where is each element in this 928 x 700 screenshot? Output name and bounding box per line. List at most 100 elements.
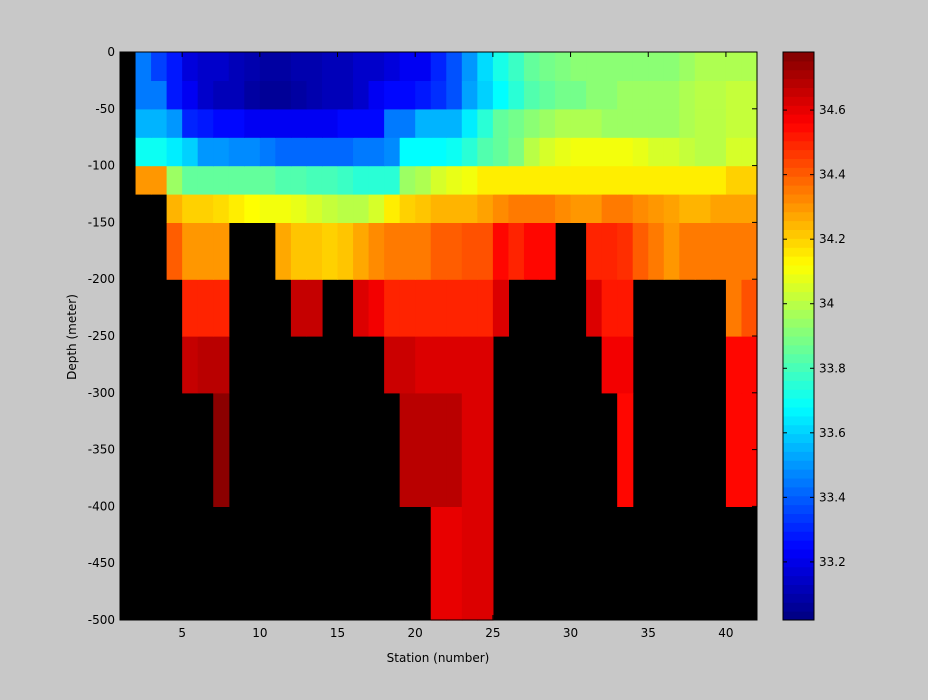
colorbar-segment	[783, 442, 814, 452]
colorbar-segment	[783, 167, 814, 177]
heatmap-cell	[430, 108, 447, 138]
heatmap-cell	[182, 52, 199, 81]
heatmap-cell	[741, 80, 758, 110]
heatmap-cell	[632, 165, 649, 195]
heatmap-cell	[461, 222, 478, 280]
heatmap-cell	[679, 137, 696, 167]
heatmap-cell	[601, 80, 618, 110]
heatmap-cell	[601, 108, 618, 138]
colorbar-segment	[783, 344, 814, 355]
heatmap-cell	[166, 165, 183, 195]
x-tick-label: 20	[408, 626, 423, 640]
heatmap-cell	[725, 392, 743, 507]
y-tick-label: -150	[88, 215, 115, 229]
heatmap-cell	[679, 222, 696, 280]
heatmap-cell	[648, 52, 665, 81]
heatmap-cell	[151, 165, 168, 195]
heatmap-cell	[710, 52, 727, 81]
heatmap-cell	[461, 194, 478, 223]
colorbar-segment	[783, 140, 814, 151]
heatmap-cell	[586, 108, 603, 138]
heatmap-cell	[430, 194, 447, 223]
heatmap-cell	[725, 194, 743, 223]
heatmap-cell	[321, 108, 339, 138]
heatmap-cell	[523, 52, 541, 81]
heatmap-cell	[368, 108, 385, 138]
heatmap-cell	[663, 165, 680, 195]
colorbar-segment	[783, 593, 814, 603]
heatmap-cell	[446, 194, 463, 223]
colorbar-tick-label: 34	[819, 297, 834, 311]
heatmap-cell	[182, 279, 199, 337]
heatmap-cell	[741, 392, 758, 507]
colorbar-tick-label: 34.4	[819, 168, 846, 182]
heatmap-cell	[290, 222, 308, 280]
heatmap-cell	[725, 165, 743, 195]
colorbar-segment	[783, 202, 814, 213]
heatmap-cell	[384, 336, 401, 394]
colorbar-segment	[783, 371, 814, 381]
heatmap-cell	[228, 52, 245, 81]
heatmap-cell	[570, 52, 587, 81]
heatmap-cell	[166, 80, 183, 110]
heatmap-cell	[617, 194, 634, 223]
colorbar-tick-label: 33.4	[819, 490, 846, 504]
heatmap-cell	[446, 80, 463, 110]
colorbar-tick-label: 33.6	[819, 426, 846, 440]
heatmap-cell	[586, 80, 603, 110]
heatmap-cell	[415, 80, 432, 110]
heatmap-cell	[306, 279, 323, 337]
heatmap-cell	[648, 222, 665, 280]
heatmap-cell	[617, 80, 634, 110]
heatmap-cell	[710, 108, 727, 138]
colorbar-segment	[783, 211, 814, 222]
heatmap-cell	[135, 137, 152, 167]
x-axis-title: Station (number)	[387, 651, 490, 665]
heatmap-cell	[601, 279, 618, 337]
heatmap-cell	[477, 52, 494, 81]
colorbar-segment	[783, 309, 814, 319]
heatmap-cell	[492, 52, 510, 81]
colorbar-segment	[783, 131, 814, 142]
heatmap-cell	[632, 194, 649, 223]
heatmap-cell	[508, 52, 525, 81]
heatmap-cell	[259, 52, 276, 81]
colorbar-segment	[783, 531, 814, 541]
heatmap-cell	[430, 222, 447, 280]
heatmap-cell	[694, 80, 711, 110]
heatmap-cell	[539, 137, 556, 167]
heatmap-cell	[508, 108, 525, 138]
heatmap-cell	[617, 137, 634, 167]
heatmap-cell	[415, 137, 432, 167]
heatmap-cell	[539, 80, 556, 110]
heatmap-cell	[368, 137, 385, 167]
heatmap-cell	[694, 108, 711, 138]
colorbar-segment	[783, 398, 814, 408]
heatmap-cell	[197, 336, 214, 394]
heatmap-cell	[570, 108, 587, 138]
heatmap-cell	[415, 108, 432, 138]
heatmap-cell	[321, 222, 339, 280]
heatmap-cell	[446, 137, 463, 167]
colorbar-segment	[783, 96, 814, 106]
heatmap-cell	[275, 137, 292, 167]
x-tick-label: 15	[330, 626, 345, 640]
colorbar-tick-label: 33.8	[819, 361, 846, 375]
heatmap-cell	[306, 222, 323, 280]
heatmap-cell	[725, 137, 743, 167]
y-axis-ticks: 0 -50 -100 -150 -200 -250 -300 -350 -400 -450 -500	[88, 45, 757, 627]
x-tick-label: 40	[718, 626, 733, 640]
y-tick-label: -250	[88, 329, 115, 343]
colorbar-segment	[783, 353, 814, 364]
heatmap-cell	[353, 222, 370, 280]
heatmap-cell	[197, 165, 214, 195]
colorbar-frame	[782, 51, 815, 621]
heatmap-cell	[648, 80, 665, 110]
heatmap-cell	[213, 52, 230, 81]
heatmap-cell	[508, 165, 525, 195]
heatmap-cell	[492, 222, 510, 280]
heatmap-cell	[135, 165, 152, 195]
heatmap-cell	[648, 108, 665, 138]
colorbar-segment	[783, 407, 814, 417]
colorbar-segment	[783, 194, 814, 204]
